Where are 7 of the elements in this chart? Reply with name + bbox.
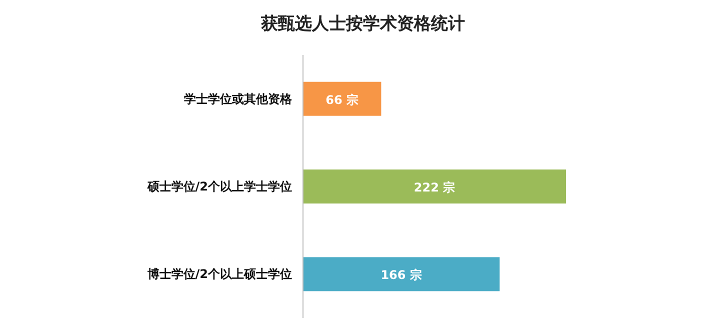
data-label: 222 宗 [414, 180, 456, 194]
y-tick-label: 学士学位或其他资格 [184, 92, 293, 106]
y-tick-label: 硕士学位/2个以上学士学位 [146, 180, 292, 194]
y-tick-label: 博士学位/2个以上硕士学位 [146, 267, 292, 282]
chart-title: 获甄选人士按学术资格统计 [260, 14, 465, 34]
data-label: 66 宗 [326, 92, 359, 107]
data-label: 166 宗 [380, 268, 422, 282]
